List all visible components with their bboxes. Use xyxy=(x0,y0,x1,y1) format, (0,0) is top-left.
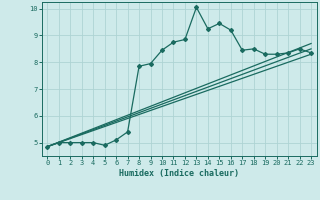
X-axis label: Humidex (Indice chaleur): Humidex (Indice chaleur) xyxy=(119,169,239,178)
